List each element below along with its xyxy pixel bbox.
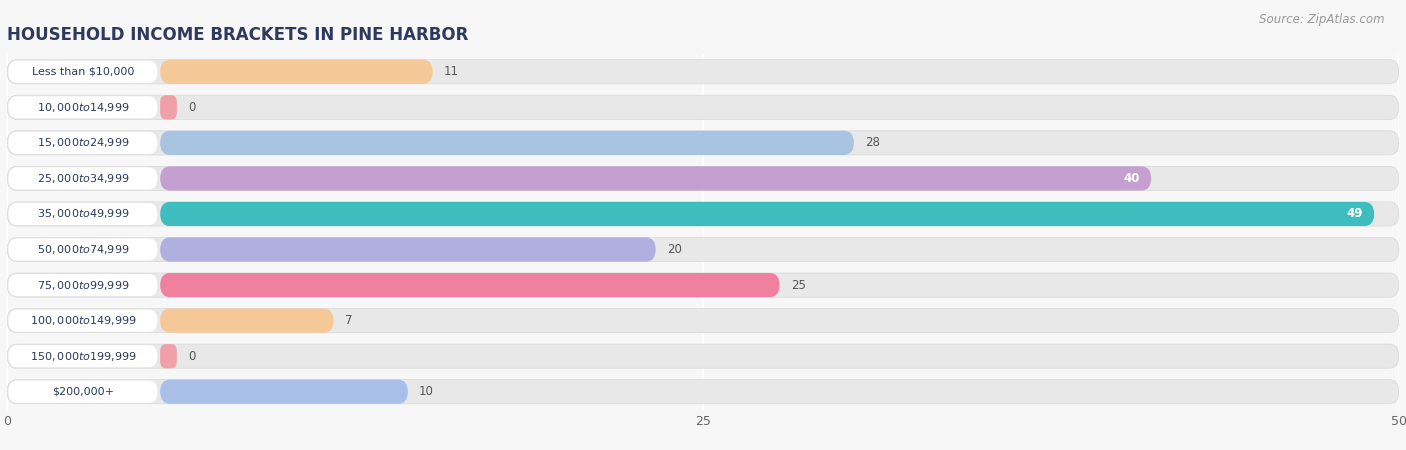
Text: 49: 49 bbox=[1347, 207, 1362, 220]
FancyBboxPatch shape bbox=[7, 131, 1399, 155]
Text: 25: 25 bbox=[790, 279, 806, 292]
Text: $25,000 to $34,999: $25,000 to $34,999 bbox=[38, 172, 129, 185]
FancyBboxPatch shape bbox=[160, 344, 177, 368]
Text: 0: 0 bbox=[188, 350, 195, 363]
FancyBboxPatch shape bbox=[8, 167, 157, 189]
FancyBboxPatch shape bbox=[7, 380, 1399, 404]
Text: $10,000 to $14,999: $10,000 to $14,999 bbox=[38, 101, 129, 114]
Text: $150,000 to $199,999: $150,000 to $199,999 bbox=[31, 350, 136, 363]
FancyBboxPatch shape bbox=[8, 96, 157, 118]
FancyBboxPatch shape bbox=[8, 238, 157, 261]
FancyBboxPatch shape bbox=[7, 273, 1399, 297]
FancyBboxPatch shape bbox=[7, 166, 1399, 190]
Text: $75,000 to $99,999: $75,000 to $99,999 bbox=[38, 279, 129, 292]
Text: 11: 11 bbox=[444, 65, 458, 78]
Text: 10: 10 bbox=[419, 385, 434, 398]
FancyBboxPatch shape bbox=[7, 238, 1399, 261]
FancyBboxPatch shape bbox=[7, 95, 1399, 119]
FancyBboxPatch shape bbox=[8, 274, 157, 296]
Text: Less than $10,000: Less than $10,000 bbox=[32, 67, 135, 77]
Text: 0: 0 bbox=[188, 101, 195, 114]
Text: $15,000 to $24,999: $15,000 to $24,999 bbox=[38, 136, 129, 149]
Text: 40: 40 bbox=[1123, 172, 1140, 185]
FancyBboxPatch shape bbox=[7, 60, 1399, 84]
FancyBboxPatch shape bbox=[160, 309, 333, 333]
FancyBboxPatch shape bbox=[8, 310, 157, 332]
FancyBboxPatch shape bbox=[7, 309, 1399, 333]
Text: 7: 7 bbox=[344, 314, 353, 327]
Text: $35,000 to $49,999: $35,000 to $49,999 bbox=[38, 207, 129, 220]
Text: 28: 28 bbox=[865, 136, 880, 149]
FancyBboxPatch shape bbox=[8, 61, 157, 83]
FancyBboxPatch shape bbox=[160, 95, 177, 119]
FancyBboxPatch shape bbox=[8, 381, 157, 403]
FancyBboxPatch shape bbox=[7, 202, 1399, 226]
FancyBboxPatch shape bbox=[8, 203, 157, 225]
FancyBboxPatch shape bbox=[8, 345, 157, 367]
FancyBboxPatch shape bbox=[160, 166, 1152, 190]
FancyBboxPatch shape bbox=[160, 380, 408, 404]
FancyBboxPatch shape bbox=[160, 60, 433, 84]
FancyBboxPatch shape bbox=[7, 344, 1399, 368]
FancyBboxPatch shape bbox=[160, 238, 655, 261]
FancyBboxPatch shape bbox=[8, 132, 157, 154]
Text: Source: ZipAtlas.com: Source: ZipAtlas.com bbox=[1260, 14, 1385, 27]
FancyBboxPatch shape bbox=[160, 202, 1374, 226]
FancyBboxPatch shape bbox=[160, 131, 853, 155]
Text: $50,000 to $74,999: $50,000 to $74,999 bbox=[38, 243, 129, 256]
Text: $200,000+: $200,000+ bbox=[52, 387, 114, 397]
Text: HOUSEHOLD INCOME BRACKETS IN PINE HARBOR: HOUSEHOLD INCOME BRACKETS IN PINE HARBOR bbox=[7, 26, 468, 44]
Text: $100,000 to $149,999: $100,000 to $149,999 bbox=[31, 314, 136, 327]
Text: 20: 20 bbox=[666, 243, 682, 256]
FancyBboxPatch shape bbox=[160, 273, 779, 297]
